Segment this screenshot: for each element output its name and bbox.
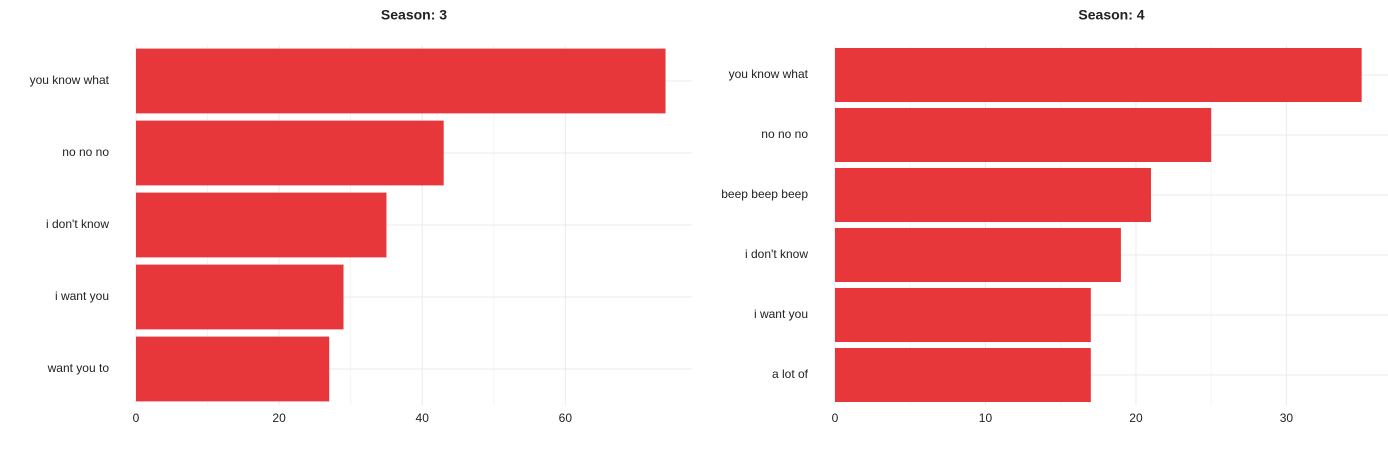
bar	[835, 348, 1091, 402]
x-tick-label: 20	[272, 411, 286, 425]
y-tick-label: beep beep beep	[721, 187, 808, 201]
y-tick-label: you know what	[30, 73, 110, 87]
x-tick-label: 20	[1129, 411, 1143, 425]
x-tick-label: 10	[979, 411, 993, 425]
bar	[136, 120, 444, 186]
bar	[835, 228, 1121, 282]
bar	[136, 48, 666, 114]
bar	[136, 336, 330, 402]
x-tick-label: 60	[559, 411, 573, 425]
chart-title: Season: 3	[381, 7, 447, 23]
bar	[835, 48, 1362, 102]
x-tick-label: 40	[416, 411, 430, 425]
y-tick-label: no no no	[62, 145, 109, 159]
bar	[136, 264, 344, 330]
y-tick-label: i don't know	[46, 217, 109, 231]
bar	[835, 288, 1091, 342]
x-tick-label: 0	[832, 411, 839, 425]
x-tick-label: 0	[133, 411, 140, 425]
y-tick-label: i want you	[55, 289, 109, 303]
y-tick-label: a lot of	[772, 367, 809, 381]
x-tick-label: 30	[1280, 411, 1294, 425]
y-tick-label: i want you	[754, 307, 808, 321]
y-tick-label: i don't know	[745, 247, 808, 261]
bar	[136, 192, 387, 258]
y-tick-label: you know what	[729, 67, 809, 81]
bar	[835, 168, 1151, 222]
y-tick-label: no no no	[761, 127, 808, 141]
chart-title: Season: 4	[1078, 7, 1144, 23]
bar	[835, 108, 1212, 162]
y-tick-label: want you to	[47, 361, 110, 375]
